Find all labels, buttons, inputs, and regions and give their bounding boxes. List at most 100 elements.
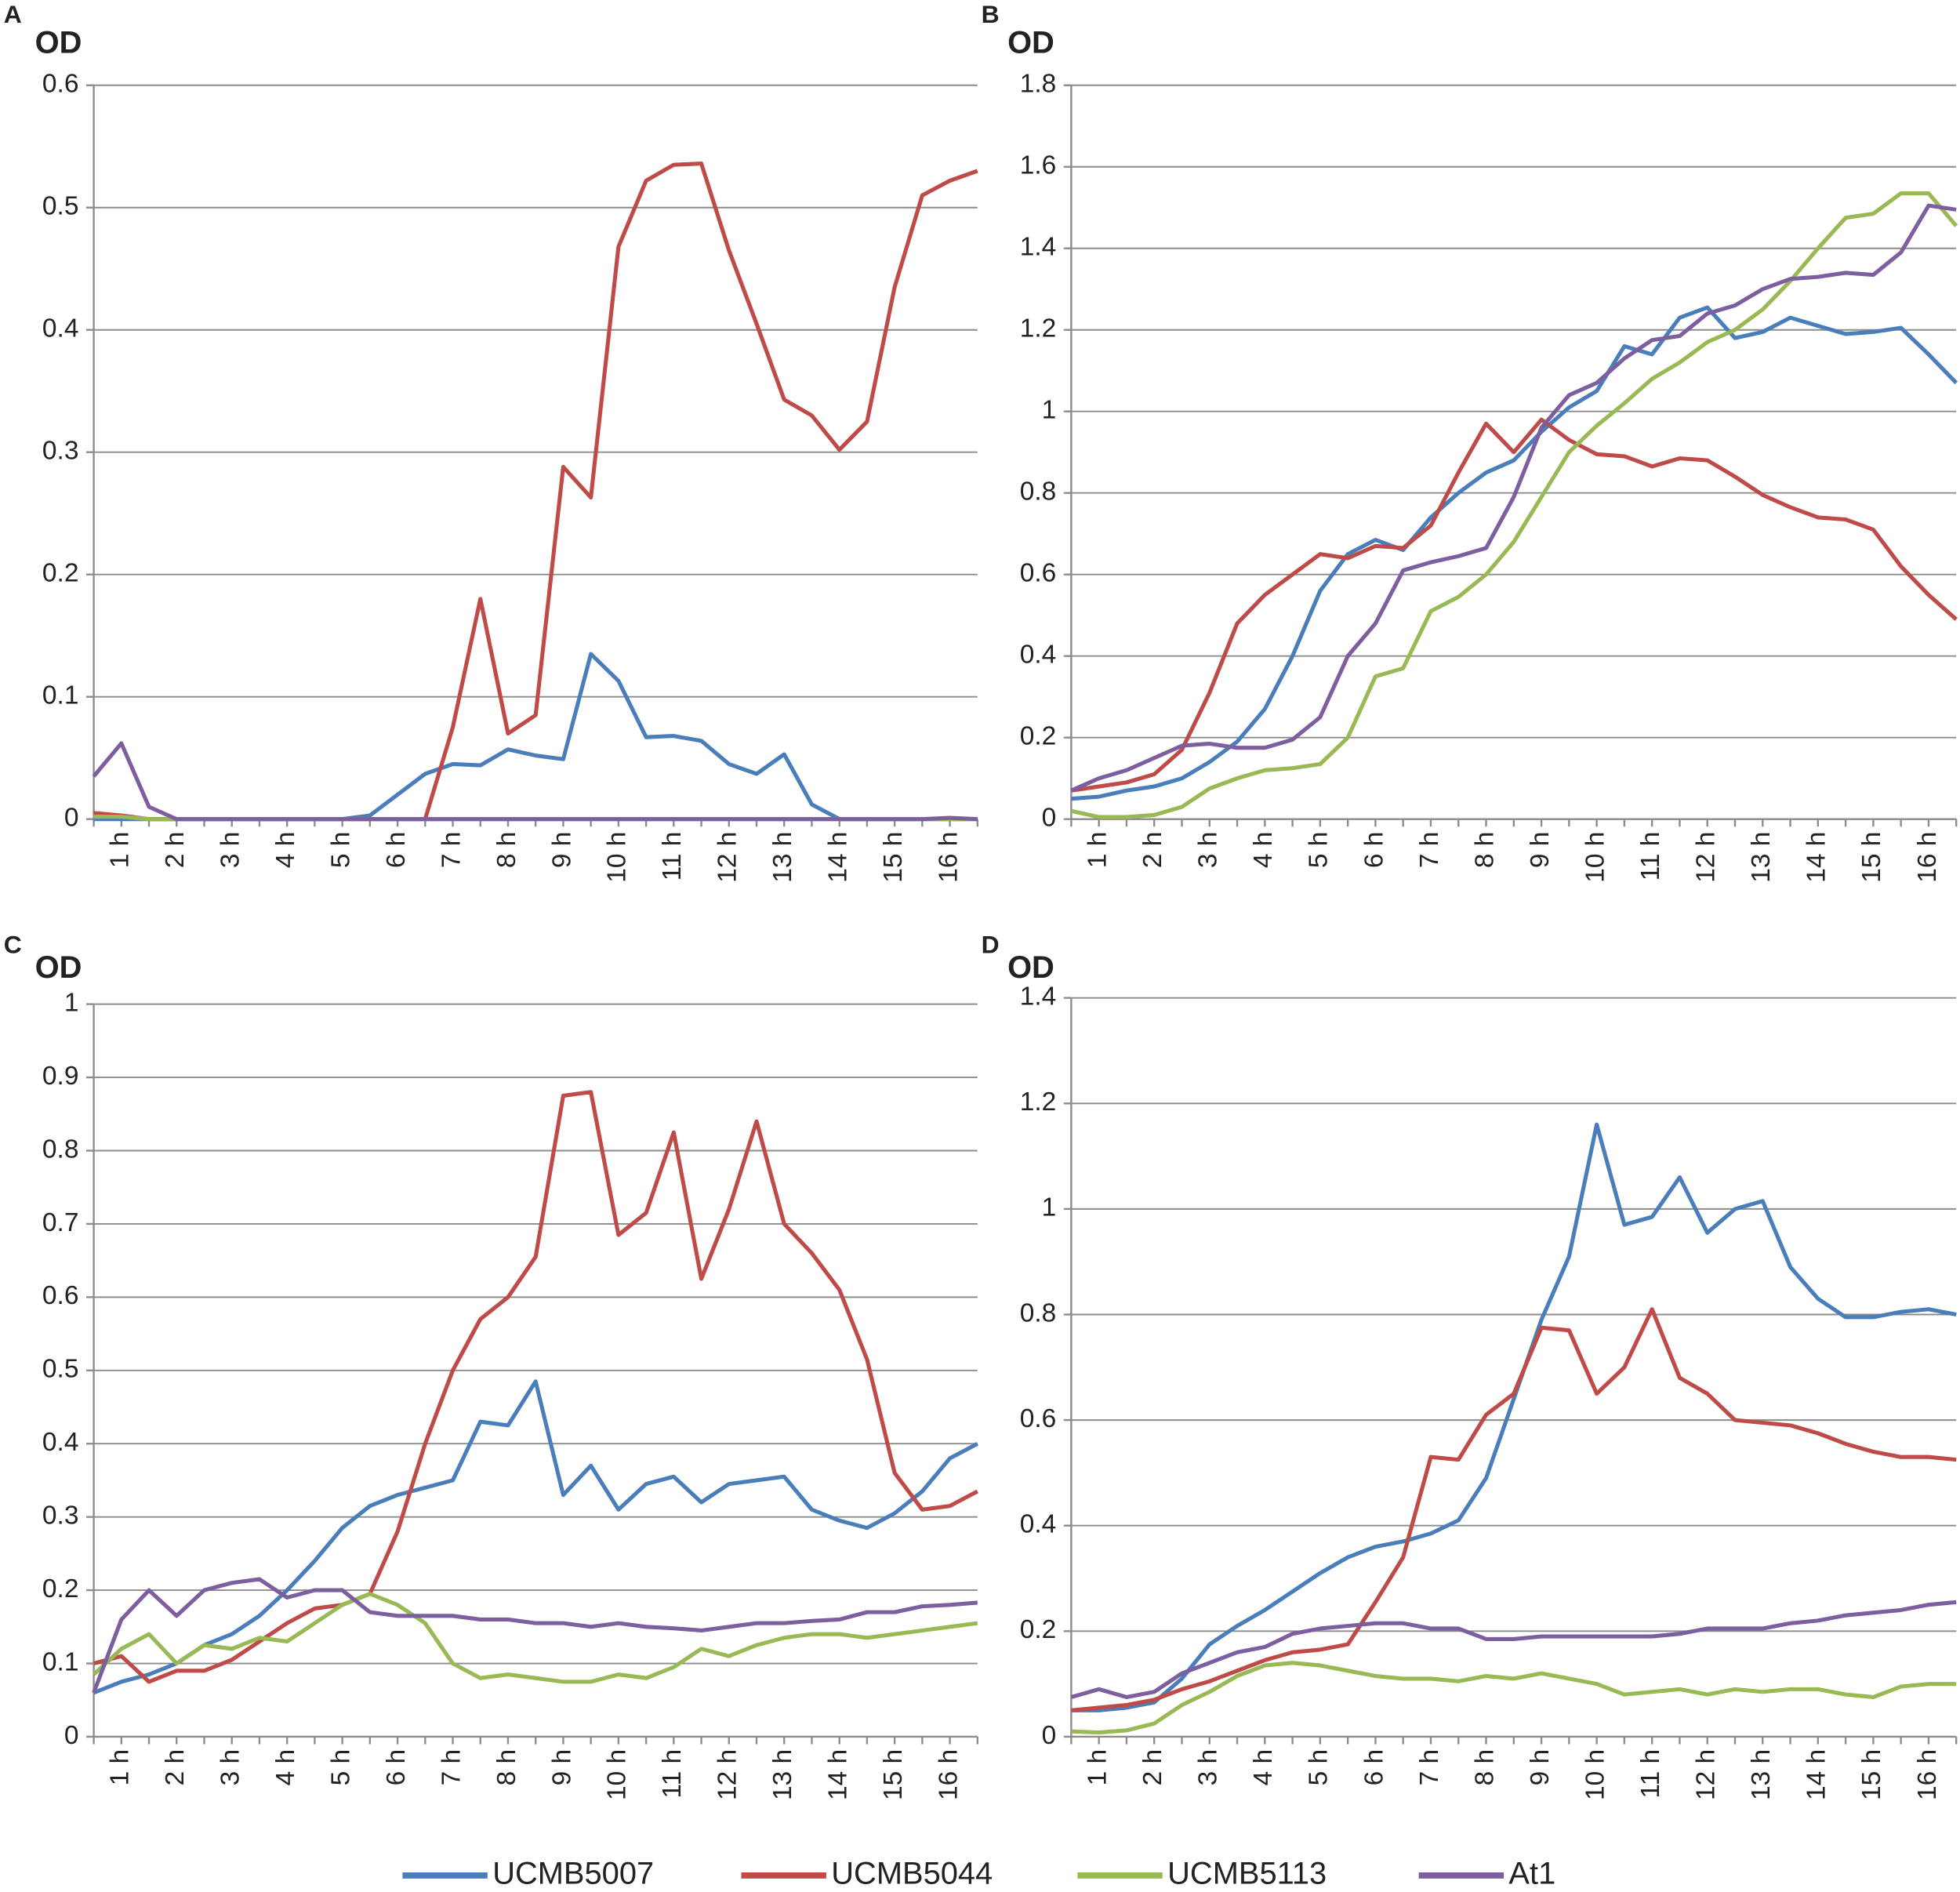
x-tick-label: 10 h [1581, 832, 1610, 883]
x-tick-label: 9 h [1526, 1749, 1555, 1786]
series-line [92, 1592, 978, 1684]
x-tick-label: 2 h [161, 832, 190, 869]
legend-label: At1 [1508, 1856, 1555, 1890]
y-tick-label: 0.6 [1020, 559, 1057, 588]
x-tick-label: 11 h [658, 1749, 687, 1799]
x-tick-label: 12 h [713, 832, 742, 883]
x-tick-label: 6 h [382, 832, 411, 869]
x-tick-label: 5 h [1305, 832, 1334, 869]
y-tick-label: 0 [1042, 1721, 1057, 1750]
x-tick-label: 16 h [934, 832, 963, 883]
legend-entry: UCMB5044 [741, 1856, 993, 1890]
x-tick-label: 5 h [326, 832, 355, 869]
x-tick-label: 5 h [326, 1749, 355, 1786]
panel: BOD 0 0.2 0.4 0.6 0.8 1 1.2 1.4 1.6 1.8 1 h 2 h 3 h 4 … [982, 0, 1958, 883]
series-line [93, 1379, 979, 1695]
x-tick-label: 1 h [1083, 1749, 1112, 1786]
panel-label: B [982, 0, 1000, 28]
y-tick-label: 0.4 [42, 314, 79, 343]
y-tick-label: 0.2 [1020, 1615, 1057, 1644]
x-tick-label: 4 h [271, 832, 300, 869]
y-axis-label: OD [1007, 25, 1054, 60]
x-tick-label: 11 h [1636, 832, 1665, 881]
y-tick-label: 0 [1042, 804, 1057, 833]
y-tick-label: 1.2 [1020, 1088, 1057, 1117]
x-tick-label: 7 h [1415, 832, 1444, 869]
x-tick-label: 13 h [768, 832, 797, 883]
x-tick-label: 5 h [1305, 1749, 1334, 1786]
x-tick-label: 2 h [1138, 832, 1167, 869]
series-line [1071, 1307, 1957, 1712]
y-tick-label: 1 [1042, 396, 1057, 425]
legend-label: UCMB5007 [492, 1856, 654, 1890]
x-tick-label: 9 h [547, 832, 576, 869]
y-tick-label: 1.4 [1020, 233, 1057, 262]
x-tick-label: 13 h [768, 1749, 797, 1800]
series-line [1070, 191, 1958, 819]
y-tick-label: 0.8 [1020, 1298, 1057, 1327]
x-tick-label: 11 h [658, 832, 687, 881]
legend-label: UCMB5113 [1167, 1856, 1327, 1890]
legend-entry: UCMB5113 [1077, 1856, 1327, 1890]
x-tick-label: 2 h [1138, 1749, 1167, 1786]
panel-label: A [4, 0, 22, 28]
y-tick-label: 1 [64, 988, 79, 1017]
y-tick-label: 0.4 [1020, 641, 1057, 670]
x-tick-label: 10 h [603, 832, 632, 883]
x-tick-label: 12 h [713, 1749, 742, 1800]
x-tick-label: 16 h [934, 1749, 963, 1800]
x-tick-label: 15 h [879, 832, 908, 883]
x-tick-label: 8 h [492, 832, 521, 869]
series-line [93, 162, 978, 822]
y-tick-label: 0.4 [42, 1428, 79, 1457]
x-tick-label: 10 h [603, 1749, 632, 1800]
x-tick-label: 8 h [492, 1749, 521, 1786]
x-tick-label: 14 h [824, 1749, 853, 1800]
series-line [1071, 417, 1958, 793]
y-tick-label: 0.1 [42, 1647, 79, 1676]
series-line [92, 1577, 978, 1694]
y-axis-label: OD [35, 950, 82, 985]
x-tick-label: 15 h [1857, 1749, 1886, 1800]
y-axis-label: OD [35, 25, 82, 60]
series-line [1070, 203, 1957, 793]
y-tick-label: 0.6 [42, 70, 79, 99]
x-tick-label: 6 h [1359, 832, 1388, 869]
y-tick-label: 0.1 [42, 681, 79, 710]
panel-label: C [4, 930, 22, 958]
y-axis-label: OD [1007, 950, 1054, 985]
y-tick-label: 0.2 [1020, 722, 1057, 751]
legend-entry: At1 [1418, 1856, 1555, 1890]
y-tick-label: 0.9 [42, 1062, 79, 1091]
x-tick-label: 9 h [1526, 832, 1555, 869]
y-tick-label: 0.7 [42, 1208, 79, 1237]
x-tick-label: 8 h [1470, 832, 1499, 869]
y-tick-label: 0.6 [42, 1281, 79, 1310]
y-tick-label: 0.8 [1020, 478, 1057, 507]
y-tick-label: 1.6 [1020, 151, 1057, 180]
y-tick-label: 0.5 [42, 192, 79, 221]
x-tick-label: 14 h [824, 832, 853, 883]
x-tick-label: 16 h [1913, 832, 1942, 883]
y-tick-label: 0 [64, 804, 79, 833]
x-tick-label: 10 h [1581, 1749, 1610, 1800]
x-tick-label: 14 h [1802, 832, 1831, 883]
x-tick-label: 7 h [437, 832, 466, 869]
x-tick-label: 1 h [1083, 832, 1112, 869]
x-tick-label: 6 h [1359, 1749, 1388, 1786]
y-tick-label: 0.2 [42, 1574, 79, 1603]
legend-entry: UCMB5007 [402, 1856, 654, 1890]
y-tick-label: 0.3 [42, 1502, 79, 1531]
x-tick-label: 13 h [1747, 1749, 1776, 1800]
y-tick-label: 0 [64, 1721, 79, 1750]
x-tick-label: 1 h [106, 1749, 135, 1786]
series-line [1071, 1122, 1957, 1712]
series-line [93, 1090, 979, 1684]
x-tick-label: 12 h [1692, 832, 1721, 883]
x-tick-label: 3 h [216, 1749, 245, 1786]
series-line [92, 741, 978, 822]
x-tick-label: 4 h [271, 1749, 300, 1786]
x-tick-label: 12 h [1692, 1749, 1721, 1800]
x-tick-label: 2 h [161, 1749, 190, 1786]
